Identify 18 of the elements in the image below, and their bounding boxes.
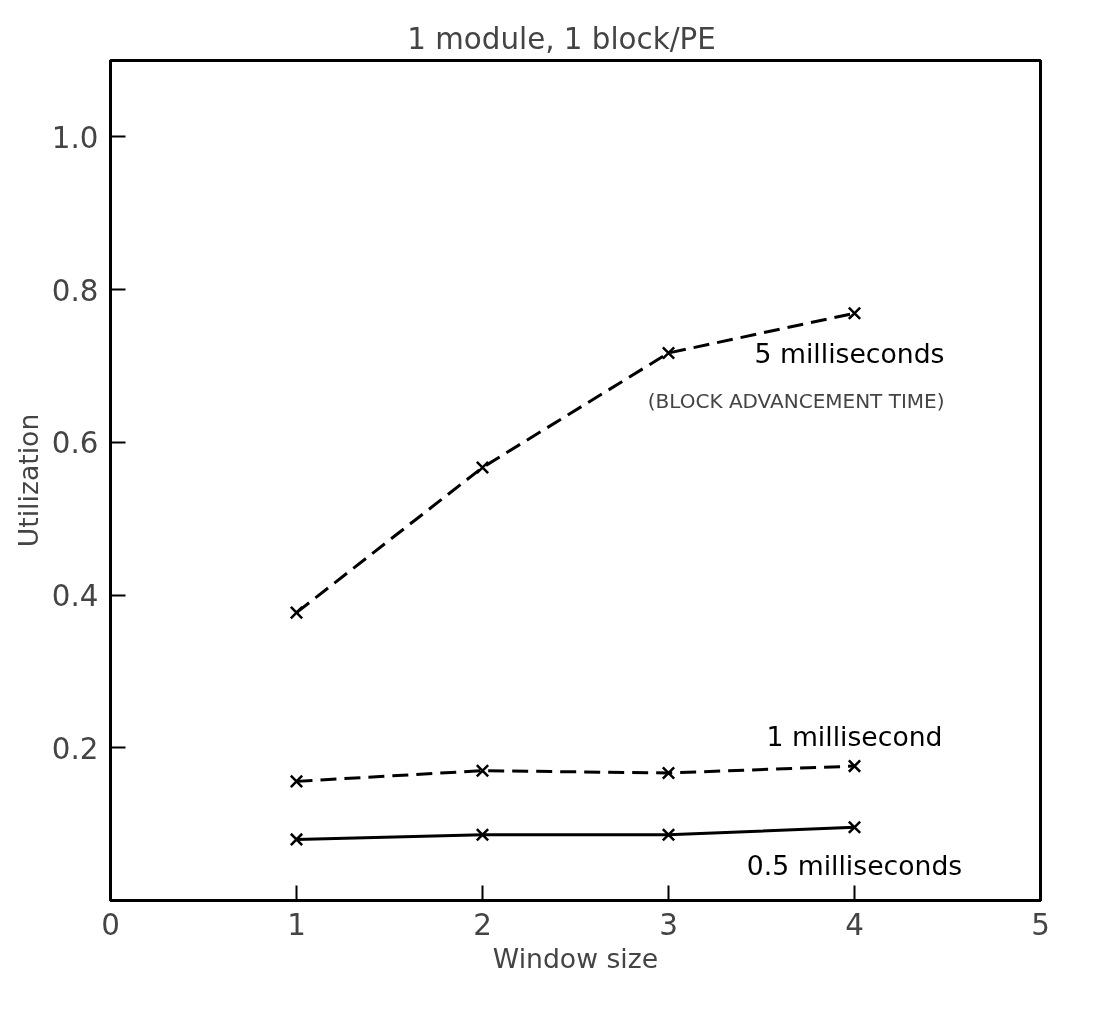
series-label: 0.5 milliseconds [746,849,963,881]
x-tick-label: 3 [659,907,678,942]
x-tick-label: 5 [1031,907,1050,942]
x-tick-label: 2 [473,907,492,942]
x-tick-label: 4 [845,907,864,942]
y-tick-label: 0.6 [51,426,99,461]
y-tick-label: 1.0 [51,120,99,155]
annotation: (BLOCK ADVANCEMENT TIME) [647,389,945,414]
x-axis-title: Window size [492,942,659,974]
series-label: 5 milliseconds [754,337,945,369]
y-axis-title: Utilization [12,413,44,548]
x-tick-label: 0 [101,907,120,942]
x-tick-label: 1 [287,907,306,942]
y-tick-label: 0.4 [51,579,99,614]
y-tick-label: 0.2 [51,731,99,766]
y-tick-label: 0.8 [51,273,99,308]
chart-title: 1 module, 1 block/PE [407,21,716,56]
series-label: 1 millisecond [766,720,943,752]
